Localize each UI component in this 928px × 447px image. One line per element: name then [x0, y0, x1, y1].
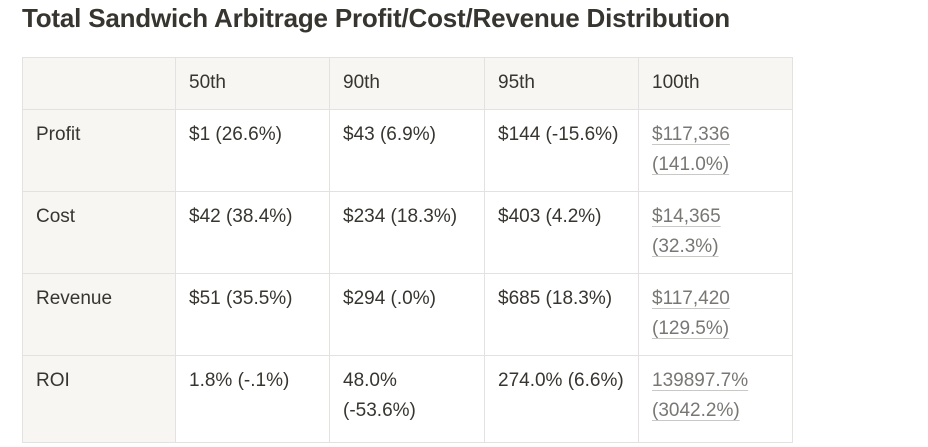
table-row-cost: Cost $42 (38.4%) $234 (18.3%) $403 (4.2%…: [22, 191, 793, 274]
page-title: Total Sandwich Arbitrage Profit/Cost/Rev…: [22, 3, 730, 33]
row-label-roi: ROI: [22, 355, 176, 443]
linked-value-revenue-100th[interactable]: $117,420 (129.5%): [652, 288, 730, 339]
cell-profit-50th: $1 (26.6%): [175, 109, 330, 192]
cell-revenue-90th: $294 (.0%): [329, 273, 485, 356]
cell-profit-95th: $144 (-15.6%): [484, 109, 639, 192]
cell-roi-90th: 48.0% (-53.6%): [329, 355, 485, 443]
linked-value-roi-100th[interactable]: 139897.7% (3042.2%): [652, 370, 749, 421]
column-header-blank: [22, 57, 176, 110]
table-header-row: 50th 90th 95th 100th: [22, 57, 793, 110]
row-label-revenue: Revenue: [22, 273, 176, 356]
cell-revenue-95th: $685 (18.3%): [484, 273, 639, 356]
cell-cost-95th: $403 (4.2%): [484, 191, 639, 274]
cell-roi-50th: 1.8% (-.1%): [175, 355, 330, 443]
cell-roi-100th: 139897.7% (3042.2%): [638, 355, 793, 443]
cell-revenue-100th: $117,420 (129.5%): [638, 273, 793, 356]
row-label-cost: Cost: [22, 191, 176, 274]
column-header-90th: 90th: [329, 57, 485, 110]
linked-value-profit-100th[interactable]: $117,336 (141.0%): [652, 124, 730, 175]
cell-profit-90th: $43 (6.9%): [329, 109, 485, 192]
column-header-95th: 95th: [484, 57, 639, 110]
linked-value-cost-100th[interactable]: $14,365 (32.3%): [652, 206, 721, 257]
cell-cost-50th: $42 (38.4%): [175, 191, 330, 274]
cell-roi-95th: 274.0% (6.6%): [484, 355, 639, 443]
cell-profit-100th: $117,336 (141.0%): [638, 109, 793, 192]
cell-cost-90th: $234 (18.3%): [329, 191, 485, 274]
distribution-table: 50th 90th 95th 100th Profit $1 (26.6%) $…: [22, 57, 793, 443]
cell-revenue-50th: $51 (35.5%): [175, 273, 330, 356]
row-label-profit: Profit: [22, 109, 176, 192]
cell-cost-100th: $14,365 (32.3%): [638, 191, 793, 274]
column-header-100th: 100th: [638, 57, 793, 110]
table-row-profit: Profit $1 (26.6%) $43 (6.9%) $144 (-15.6…: [22, 109, 793, 192]
table-row-revenue: Revenue $51 (35.5%) $294 (.0%) $685 (18.…: [22, 273, 793, 356]
table-row-roi: ROI 1.8% (-.1%) 48.0% (-53.6%) 274.0% (6…: [22, 355, 793, 443]
column-header-50th: 50th: [175, 57, 330, 110]
